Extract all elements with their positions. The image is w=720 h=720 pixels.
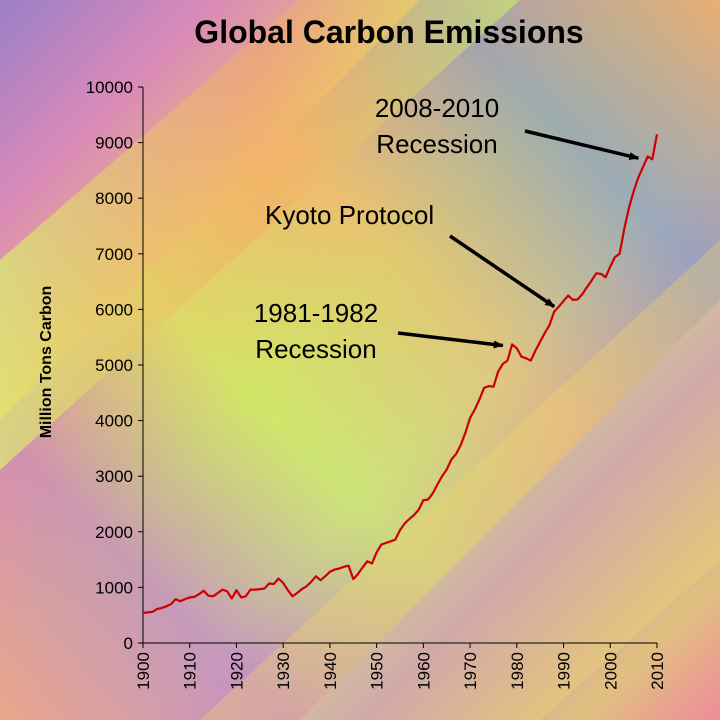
y-tick-label: 9000 — [95, 134, 133, 153]
x-tick-label: 1990 — [555, 652, 574, 690]
x-tick-label: 2000 — [601, 652, 620, 690]
y-axis-label: Million Tons Carbon — [38, 286, 55, 439]
y-tick-label: 0 — [124, 634, 133, 653]
x-tick-label: 2010 — [648, 652, 667, 690]
x-tick-label: 1900 — [134, 652, 153, 690]
x-tick-label: 1920 — [227, 652, 246, 690]
annotation-arrow — [449, 234, 556, 309]
annotation-text: Recession — [376, 129, 497, 159]
y-tick-label: 4000 — [95, 412, 133, 431]
y-tick-label: 5000 — [95, 356, 133, 375]
chart-title: Global Carbon Emissions — [194, 14, 583, 50]
annotation-text: Kyoto Protocol — [265, 200, 434, 230]
annotation-arrow — [524, 129, 640, 160]
annotation-kyoto-protocol: Kyoto Protocol — [265, 200, 556, 309]
annotation-2008-2010-recession: 2008-2010 Recession — [375, 93, 640, 160]
annotation-text: 1981-1982 — [254, 298, 378, 328]
annotation-1981-1982-recession: 1981-1982 Recession — [254, 298, 504, 364]
x-tick-label: 1970 — [461, 652, 480, 690]
y-tick-label: 3000 — [95, 467, 133, 486]
y-tick-label: 2000 — [95, 523, 133, 542]
annotation-arrow — [397, 331, 504, 349]
x-tick-label: 1950 — [368, 652, 387, 690]
y-tick-label: 10000 — [86, 78, 133, 97]
y-tick-label: 7000 — [95, 245, 133, 264]
annotations: 2008-2010 Recession Kyoto Protocol 1981-198… — [254, 93, 640, 364]
annotation-text: 2008-2010 — [375, 93, 499, 123]
x-ticks: 1900 1910 1920 1930 1940 1950 1960 1970 1980 1990… — [134, 643, 667, 690]
emissions-series-line — [142, 134, 659, 615]
x-tick-label: 1930 — [274, 652, 293, 690]
y-tick-label: 8000 — [95, 189, 133, 208]
y-ticks: 0 1000 2000 3000 4000 5000 6000 7000 8000 9000 100… — [86, 78, 143, 653]
x-tick-label: 1940 — [321, 652, 340, 690]
y-tick-label: 1000 — [95, 578, 133, 597]
x-tick-label: 1980 — [508, 652, 527, 690]
annotation-text: Recession — [255, 334, 376, 364]
x-tick-label: 1960 — [414, 652, 433, 690]
x-tick-label: 1910 — [181, 652, 200, 690]
y-tick-label: 6000 — [95, 300, 133, 319]
